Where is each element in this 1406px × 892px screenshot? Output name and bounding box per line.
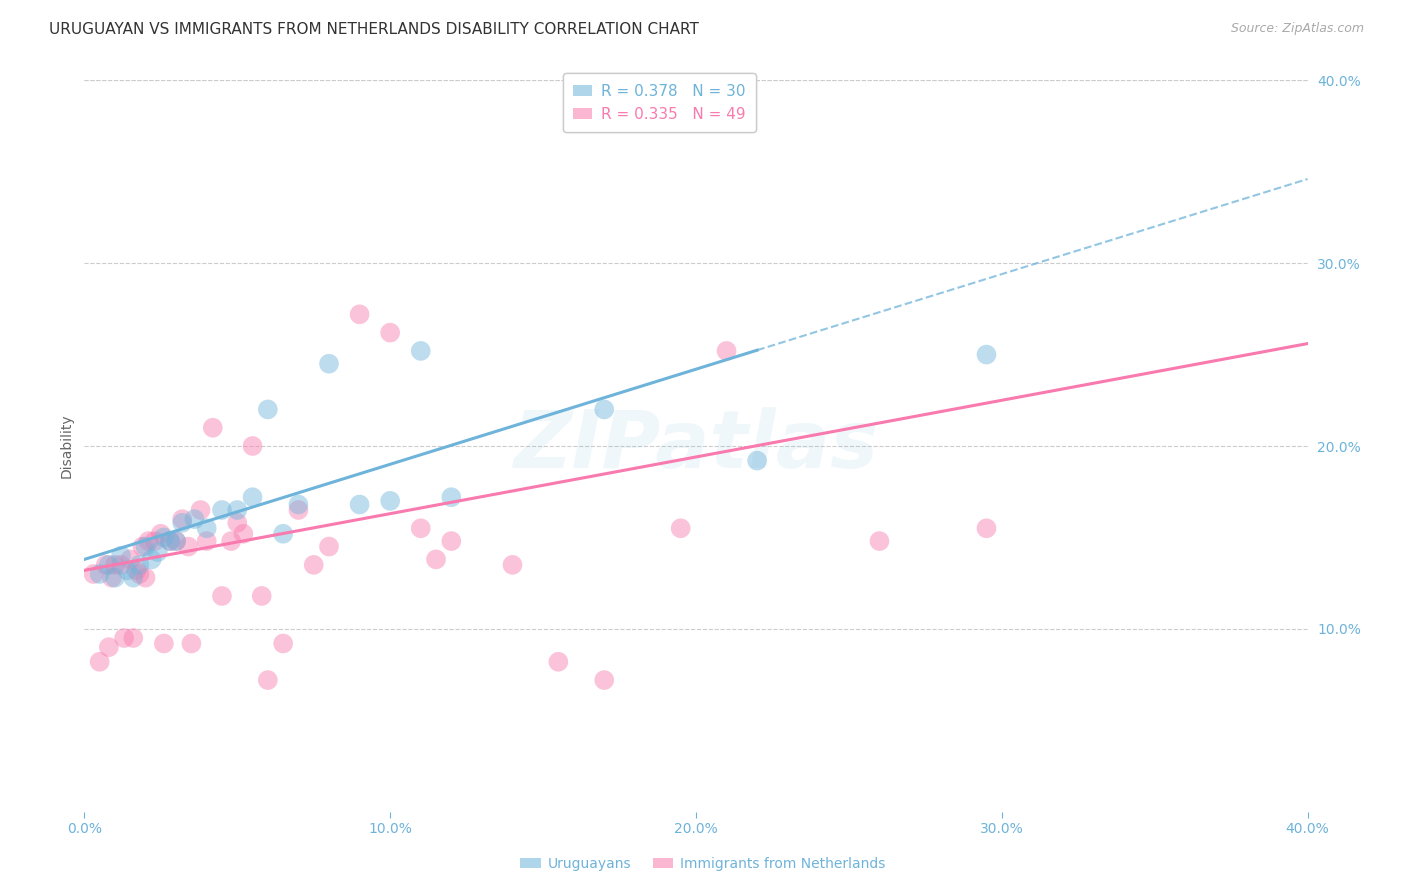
Point — [257, 402, 280, 417]
Point — [976, 521, 998, 535]
Point — [141, 552, 163, 566]
Point — [146, 545, 169, 559]
Point — [128, 558, 150, 572]
Point — [153, 530, 176, 544]
Point — [349, 498, 371, 512]
Point — [211, 503, 233, 517]
Point — [226, 516, 249, 530]
Point — [97, 558, 120, 572]
Text: Source: ZipAtlas.com: Source: ZipAtlas.com — [1230, 22, 1364, 36]
Point — [135, 540, 157, 554]
Point — [112, 631, 135, 645]
Point — [104, 571, 127, 585]
Point — [97, 640, 120, 655]
Point — [669, 521, 692, 535]
Point — [409, 521, 432, 535]
Point — [593, 402, 616, 417]
Point — [349, 307, 371, 321]
Point — [242, 439, 264, 453]
Point — [89, 655, 111, 669]
Text: URUGUAYAN VS IMMIGRANTS FROM NETHERLANDS DISABILITY CORRELATION CHART: URUGUAYAN VS IMMIGRANTS FROM NETHERLANDS… — [49, 22, 699, 37]
Legend: Uruguayans, Immigrants from Netherlands: Uruguayans, Immigrants from Netherlands — [515, 851, 891, 876]
Point — [122, 631, 145, 645]
Point — [131, 540, 153, 554]
Point — [180, 636, 202, 650]
Y-axis label: Disability: Disability — [59, 414, 73, 478]
Point — [232, 526, 254, 541]
Point — [380, 326, 402, 340]
Point — [165, 534, 187, 549]
Point — [143, 534, 166, 549]
Point — [195, 534, 218, 549]
Point — [219, 534, 242, 549]
Point — [128, 567, 150, 582]
Text: ZIPatlas: ZIPatlas — [513, 407, 879, 485]
Point — [409, 343, 432, 358]
Point — [159, 534, 181, 549]
Point — [115, 563, 138, 577]
Point — [172, 516, 194, 530]
Point — [125, 563, 148, 577]
Point — [190, 503, 212, 517]
Point — [120, 552, 142, 566]
Point — [380, 494, 402, 508]
Point — [302, 558, 325, 572]
Point — [172, 512, 194, 526]
Point — [226, 503, 249, 517]
Point — [110, 549, 132, 563]
Point — [83, 567, 105, 582]
Point — [287, 503, 309, 517]
Point — [242, 490, 264, 504]
Point — [257, 673, 280, 687]
Point — [94, 558, 117, 572]
Point — [211, 589, 233, 603]
Point — [250, 589, 273, 603]
Point — [165, 534, 187, 549]
Point — [547, 655, 569, 669]
Point — [110, 558, 132, 572]
Legend: R = 0.378   N = 30, R = 0.335   N = 49: R = 0.378 N = 30, R = 0.335 N = 49 — [562, 73, 756, 132]
Point — [153, 636, 176, 650]
Point — [716, 343, 738, 358]
Point — [502, 558, 524, 572]
Point — [271, 636, 294, 650]
Point — [101, 571, 124, 585]
Point — [318, 357, 340, 371]
Point — [135, 571, 157, 585]
Point — [183, 512, 205, 526]
Point — [976, 347, 998, 362]
Point — [201, 421, 224, 435]
Point — [593, 673, 616, 687]
Point — [138, 534, 160, 549]
Point — [318, 540, 340, 554]
Point — [122, 571, 145, 585]
Point — [177, 540, 200, 554]
Point — [287, 498, 309, 512]
Point — [425, 552, 447, 566]
Point — [104, 558, 127, 572]
Point — [747, 453, 769, 467]
Point — [89, 567, 111, 582]
Point — [440, 534, 463, 549]
Point — [159, 534, 181, 549]
Point — [149, 526, 172, 541]
Point — [869, 534, 891, 549]
Point — [440, 490, 463, 504]
Point — [195, 521, 218, 535]
Point — [271, 526, 294, 541]
